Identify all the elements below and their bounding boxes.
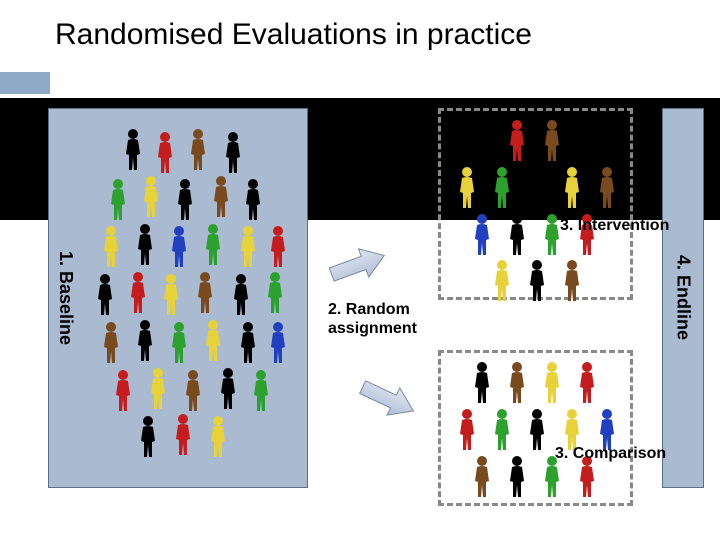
comparison-group-box bbox=[438, 350, 633, 506]
person-icon bbox=[506, 455, 528, 504]
person-icon bbox=[491, 166, 513, 215]
person-icon bbox=[491, 259, 513, 308]
person-icon bbox=[526, 166, 548, 215]
random-assignment-label: 2. Random assignment bbox=[328, 300, 443, 338]
person-icon bbox=[174, 178, 196, 227]
person-icon bbox=[147, 367, 169, 416]
person-icon bbox=[107, 178, 129, 227]
person-icon bbox=[140, 175, 162, 224]
person-icon bbox=[506, 213, 528, 262]
arrow-to-comparison bbox=[354, 371, 423, 427]
person-icon bbox=[230, 273, 252, 322]
person-icon bbox=[576, 119, 598, 168]
intervention-group bbox=[441, 111, 630, 297]
person-icon bbox=[182, 369, 204, 418]
person-icon bbox=[100, 321, 122, 370]
arrow-to-intervention bbox=[324, 239, 392, 291]
person-icon bbox=[207, 415, 229, 464]
population-cluster bbox=[92, 123, 302, 473]
person-icon bbox=[100, 225, 122, 274]
person-icon bbox=[127, 271, 149, 320]
person-icon bbox=[168, 321, 190, 370]
endline-panel: 4. Endline bbox=[662, 108, 704, 488]
person-icon bbox=[202, 223, 224, 272]
person-icon bbox=[576, 361, 598, 410]
person-icon bbox=[217, 367, 239, 416]
person-icon bbox=[137, 415, 159, 464]
person-icon bbox=[561, 166, 583, 215]
person-icon bbox=[541, 119, 563, 168]
person-icon bbox=[456, 408, 478, 457]
slide-title: Randomised Evaluations in practice bbox=[55, 18, 532, 52]
baseline-label: 1. Baseline bbox=[55, 251, 76, 345]
person-icon bbox=[471, 213, 493, 262]
baseline-panel: 1. Baseline bbox=[48, 108, 308, 488]
person-icon bbox=[264, 271, 286, 320]
person-icon bbox=[237, 321, 259, 370]
person-icon bbox=[250, 369, 272, 418]
intervention-label: 3. Intervention bbox=[560, 216, 680, 235]
person-icon bbox=[237, 225, 259, 274]
comparison-label: 3. Comparison bbox=[555, 444, 675, 463]
person-icon bbox=[194, 271, 216, 320]
person-icon bbox=[526, 408, 548, 457]
accent-bar bbox=[0, 72, 50, 94]
person-icon bbox=[506, 119, 528, 168]
person-icon bbox=[154, 131, 176, 180]
person-icon bbox=[134, 319, 156, 368]
person-icon bbox=[506, 361, 528, 410]
person-icon bbox=[561, 259, 583, 308]
person-icon bbox=[541, 361, 563, 410]
person-icon bbox=[112, 369, 134, 418]
person-icon bbox=[456, 166, 478, 215]
person-icon bbox=[210, 175, 232, 224]
person-icon bbox=[267, 225, 289, 274]
person-icon bbox=[202, 319, 224, 368]
person-icon bbox=[122, 128, 144, 177]
person-icon bbox=[526, 259, 548, 308]
person-icon bbox=[267, 321, 289, 370]
person-icon bbox=[160, 273, 182, 322]
person-icon bbox=[596, 166, 618, 215]
person-icon bbox=[187, 128, 209, 177]
person-icon bbox=[94, 273, 116, 322]
person-icon bbox=[134, 223, 156, 272]
person-icon bbox=[168, 225, 190, 274]
intervention-group-box bbox=[438, 108, 633, 300]
person-icon bbox=[491, 408, 513, 457]
comparison-group bbox=[441, 353, 630, 503]
person-icon bbox=[471, 455, 493, 504]
person-icon bbox=[471, 361, 493, 410]
person-icon bbox=[222, 131, 244, 180]
person-icon bbox=[471, 119, 493, 168]
endline-label: 4. Endline bbox=[673, 255, 694, 340]
person-icon bbox=[242, 178, 264, 227]
person-icon bbox=[172, 413, 194, 462]
